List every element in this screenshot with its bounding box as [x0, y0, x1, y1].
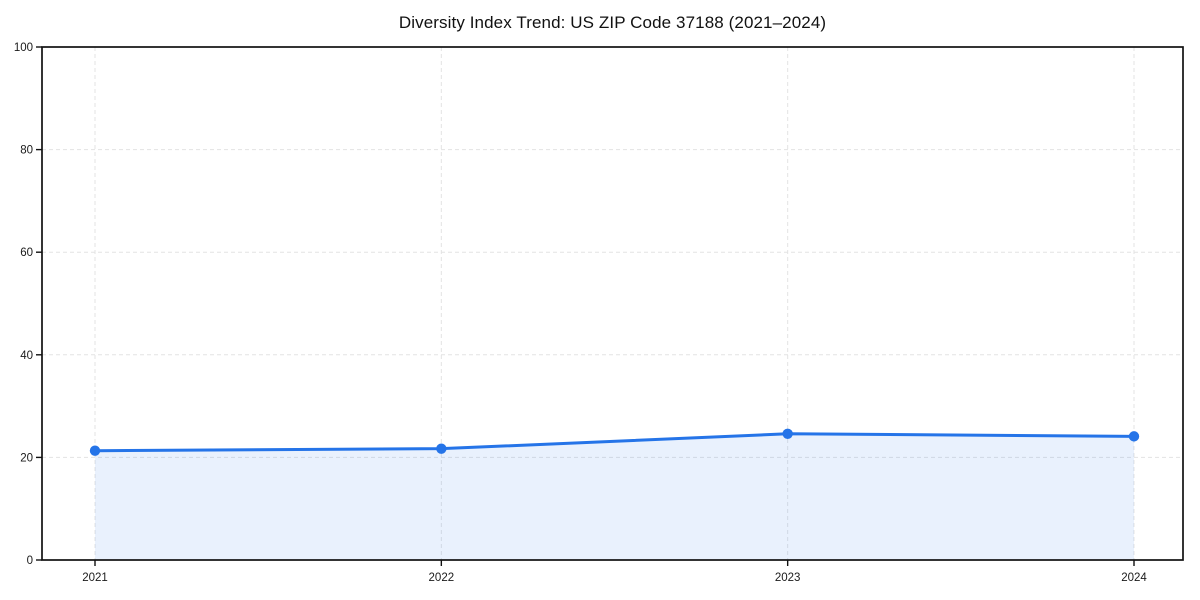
y-tick-label: 100: [14, 42, 33, 54]
data-point-marker: [89, 445, 101, 456]
x-tick-label: 2022: [429, 572, 455, 584]
y-tick-label: 60: [20, 247, 33, 259]
y-tick-label: 20: [20, 452, 33, 464]
y-tick-label: 0: [27, 555, 33, 567]
x-tick-label: 2021: [82, 572, 108, 584]
data-point-marker: [436, 443, 447, 454]
area-fill: [95, 433, 1134, 560]
x-tick-label: 2023: [775, 572, 801, 584]
y-tick-label: 80: [20, 145, 33, 157]
chart-title: Diversity Index Trend: US ZIP Code 37188…: [398, 13, 827, 32]
trend-line: [93, 432, 1136, 453]
data-point-marker: [782, 428, 793, 440]
plot-border: [41, 46, 1184, 561]
data-point-marker: [1128, 431, 1140, 442]
y-tick-label: 40: [20, 350, 33, 362]
x-tick-label: 2024: [1121, 572, 1147, 584]
